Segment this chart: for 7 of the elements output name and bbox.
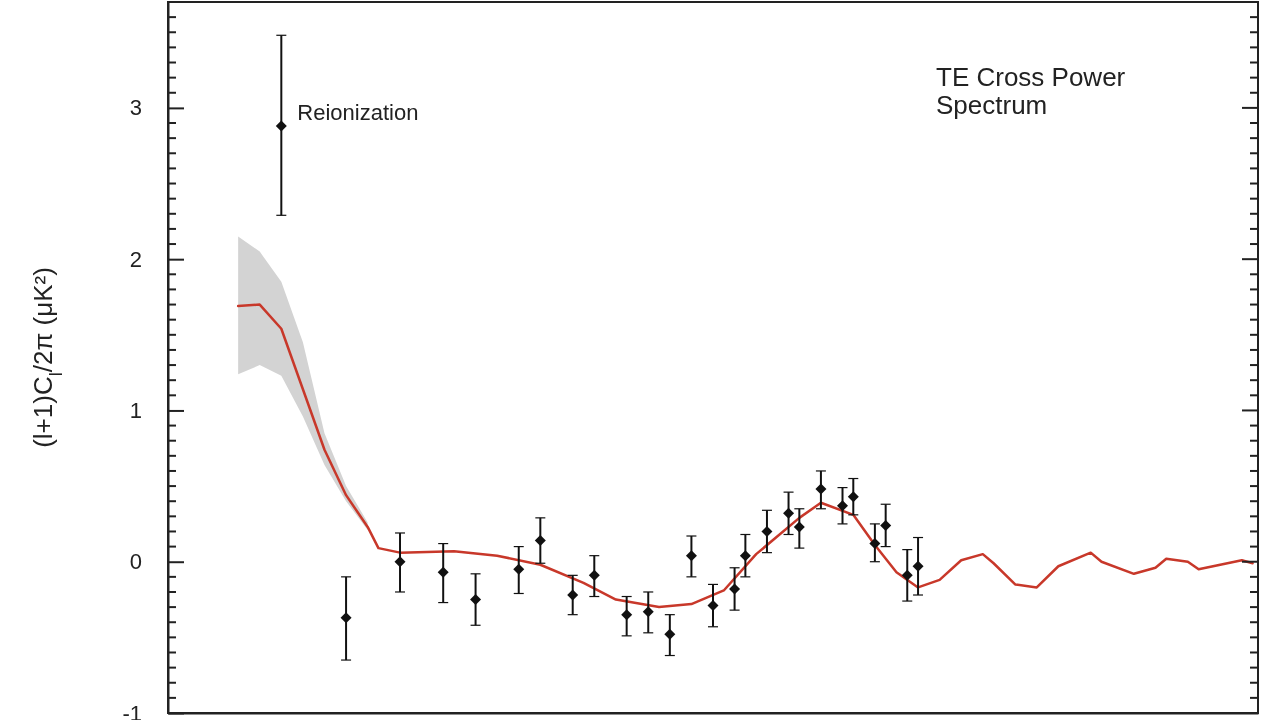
y-tick-label: 3 xyxy=(129,95,142,121)
annotation: Reionization xyxy=(297,99,419,125)
y-tick-label: 1 xyxy=(129,397,142,423)
y-tick-label: 2 xyxy=(129,246,142,272)
y-tick-label: -1 xyxy=(122,700,142,720)
text: TE Cross Power Spectrum xyxy=(936,62,1126,121)
y-tick-label: 0 xyxy=(129,549,142,575)
